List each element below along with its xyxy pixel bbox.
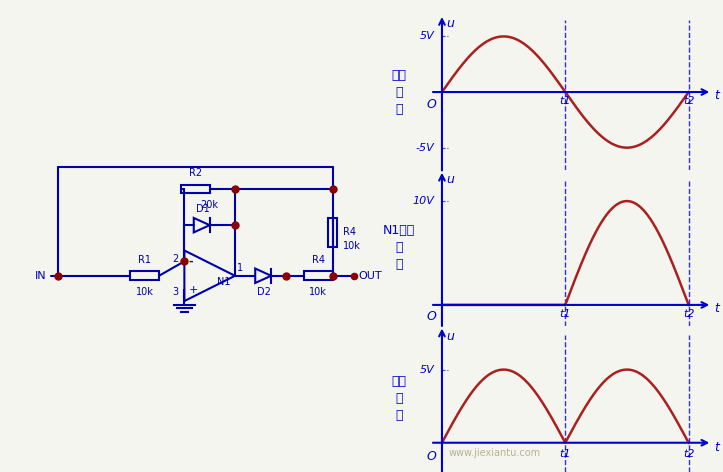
Text: D2: D2: [257, 287, 271, 296]
Text: IN: IN: [35, 271, 47, 281]
Text: 输入
信
号: 输入 信 号: [391, 68, 406, 116]
Text: -: -: [189, 256, 193, 266]
Text: +: +: [189, 285, 198, 295]
Text: t1: t1: [560, 96, 571, 107]
Text: t: t: [714, 302, 719, 314]
Text: t2: t2: [683, 96, 694, 107]
Text: t2: t2: [683, 448, 694, 459]
Text: 5V: 5V: [419, 32, 434, 42]
Text: 10V: 10V: [412, 196, 434, 206]
Text: R4: R4: [343, 228, 356, 237]
Text: 10k: 10k: [309, 287, 327, 296]
Text: u: u: [446, 173, 454, 186]
Text: -5V: -5V: [415, 143, 434, 152]
Text: 2: 2: [172, 254, 179, 264]
Text: D1: D1: [195, 204, 210, 214]
Text: O: O: [426, 450, 436, 463]
Text: t1: t1: [560, 448, 571, 459]
Text: t: t: [714, 441, 719, 454]
Text: O: O: [426, 310, 436, 323]
Point: [229, 185, 241, 193]
Text: 3: 3: [173, 287, 179, 297]
Bar: [304, 271, 333, 280]
Bar: [181, 185, 210, 194]
Bar: [130, 271, 159, 280]
Text: N1: N1: [217, 277, 231, 287]
Text: O: O: [426, 98, 436, 110]
Text: 10k: 10k: [136, 287, 153, 296]
Bar: [328, 218, 337, 247]
Point: [179, 258, 190, 265]
Text: 5V: 5V: [419, 364, 434, 375]
Point: [280, 272, 291, 279]
Text: R1: R1: [138, 255, 151, 265]
Point: [229, 221, 241, 229]
Point: [52, 272, 64, 279]
Point: [327, 272, 338, 279]
Point: [327, 185, 338, 193]
Text: u: u: [446, 330, 454, 343]
Text: 1: 1: [237, 263, 243, 273]
Text: 20k: 20k: [201, 200, 218, 210]
Point: [348, 272, 360, 279]
Text: 10k: 10k: [343, 241, 362, 251]
Text: N1输出
信
号: N1输出 信 号: [382, 224, 415, 271]
Text: www.jiexiantu.com: www.jiexiantu.com: [448, 448, 540, 458]
Text: t1: t1: [560, 309, 571, 319]
Text: u: u: [446, 17, 454, 31]
Text: R2: R2: [189, 168, 202, 178]
Text: 输出
信
号: 输出 信 号: [391, 375, 406, 422]
Text: OUT: OUT: [358, 271, 382, 281]
Text: t2: t2: [683, 309, 694, 319]
Text: t: t: [714, 89, 719, 102]
Text: R4: R4: [312, 255, 325, 265]
